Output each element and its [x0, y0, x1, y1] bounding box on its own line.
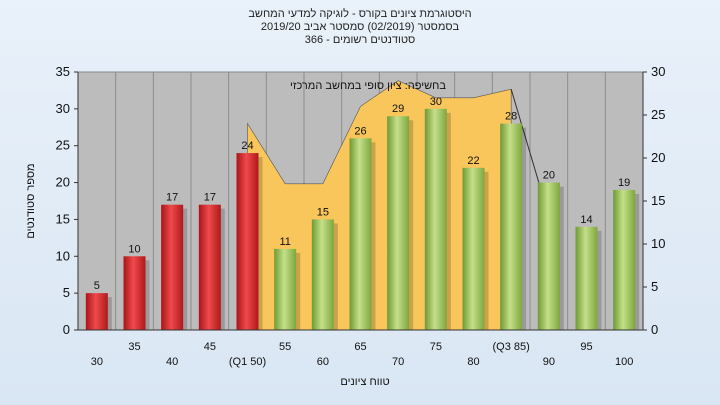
bars [85, 108, 640, 330]
bar [387, 116, 410, 330]
chart-titles: היסטוגרמת ציונים בקורס - לוגיקה למדעי המ… [0, 8, 720, 47]
bar-value-label: 11 [279, 236, 290, 248]
bar-group [236, 153, 263, 330]
bar-value-label: 19 [618, 177, 630, 189]
x-tick-label: 45 [204, 341, 216, 353]
left-tick-label: 30 [56, 101, 70, 116]
x-tick-label: 60 [317, 356, 329, 368]
x-tick-label: 35 [128, 341, 140, 353]
area-drop-line [510, 89, 540, 183]
bar-group [500, 123, 527, 330]
bar-value-label: 22 [467, 155, 479, 167]
bar [123, 256, 146, 330]
right-tick-label: 5 [651, 279, 658, 294]
x-tick-label: 70 [392, 356, 404, 368]
x-tick-label: 30 [91, 356, 103, 368]
bar-group [349, 138, 376, 330]
x-tick-label: 100 [615, 356, 633, 368]
bar-value-label: 30 [430, 96, 442, 108]
bar-group [161, 204, 188, 330]
bar-group [537, 182, 564, 330]
bar-group [274, 248, 301, 330]
bar-group [123, 256, 150, 330]
bar [311, 219, 334, 330]
bar-value-label: 14 [580, 214, 592, 226]
data-labels: 5 10 17 17 24 11 15 26 29 30 22 28 20 14 19 [94, 96, 631, 292]
bar-value-label: 29 [392, 103, 404, 115]
x-tick-label: 90 [543, 356, 555, 368]
bar-value-label: 17 [166, 192, 178, 204]
bar-group [85, 293, 112, 330]
bar [85, 293, 108, 330]
right-tick-label: 10 [651, 236, 665, 251]
bar-value-label: 10 [128, 243, 140, 255]
bar [462, 167, 485, 330]
bar [274, 248, 297, 330]
chart-subtitle-2: סטודנטים רשומים - 366 [304, 34, 416, 46]
x-tick-label: 95 [580, 341, 592, 353]
x-tick-label: 75 [430, 341, 442, 353]
bar-group [575, 226, 602, 330]
bar [537, 182, 560, 330]
left-tick-label: 15 [56, 211, 70, 226]
x-axis-label: טווח ציונים [340, 376, 389, 388]
x-tick-label: (Q1 50) [229, 356, 266, 368]
bar-group [198, 204, 225, 330]
left-tick-label: 20 [56, 175, 70, 190]
right-tick-label: 20 [651, 150, 665, 165]
bar [236, 153, 259, 330]
bar [424, 108, 447, 330]
bar-value-label: 28 [505, 111, 517, 123]
x-tick-label: (Q3 85) [493, 341, 530, 353]
bar-group [387, 116, 414, 330]
bar [613, 189, 636, 330]
annotation-label: בחשיפה: ציון סופי במחשב המרכזי [290, 80, 446, 92]
bar [500, 123, 523, 330]
x-tick-label: 40 [166, 356, 178, 368]
y-axis-label: מספר סטודנטים [25, 163, 37, 238]
bar [575, 226, 598, 330]
right-tick-label: 15 [651, 193, 665, 208]
right-tick-label: 0 [651, 322, 658, 337]
left-tick-label: 5 [63, 285, 70, 300]
bar-group [311, 219, 338, 330]
bar-group [424, 108, 451, 330]
right-tick-label: 30 [651, 64, 665, 79]
chart-subtitle: בסמסטר (02/2019) סמסטר אביב 2019/20 [260, 21, 460, 33]
bar-value-label: 15 [317, 206, 329, 218]
bar [349, 138, 372, 330]
bar-value-label: 26 [354, 125, 366, 137]
left-tick-label: 35 [56, 64, 70, 79]
bar-group [613, 189, 640, 330]
left-tick-label: 0 [63, 322, 70, 337]
x-tick-label: 80 [467, 356, 479, 368]
right-tick-label: 25 [651, 107, 665, 122]
bar-value-label: 5 [94, 280, 100, 292]
left-tick-label: 25 [56, 138, 70, 153]
bar-value-label: 24 [241, 140, 253, 152]
x-tick-label: 55 [279, 341, 291, 353]
bar-group [462, 167, 489, 330]
left-tick-label: 10 [56, 248, 70, 263]
axes: 0 5 10 15 20 25 30 35 0 5 10 15 20 25 30 30 35 40 45 (Q1 50… [56, 64, 666, 368]
x-tick-label: 65 [354, 341, 366, 353]
bar [161, 204, 184, 330]
bar-value-label: 20 [543, 170, 555, 182]
chart-title: היסטוגרמת ציונים בקורס - לוגיקה למדעי המ… [248, 8, 472, 20]
bar [198, 204, 221, 330]
bar-value-label: 17 [204, 192, 216, 204]
